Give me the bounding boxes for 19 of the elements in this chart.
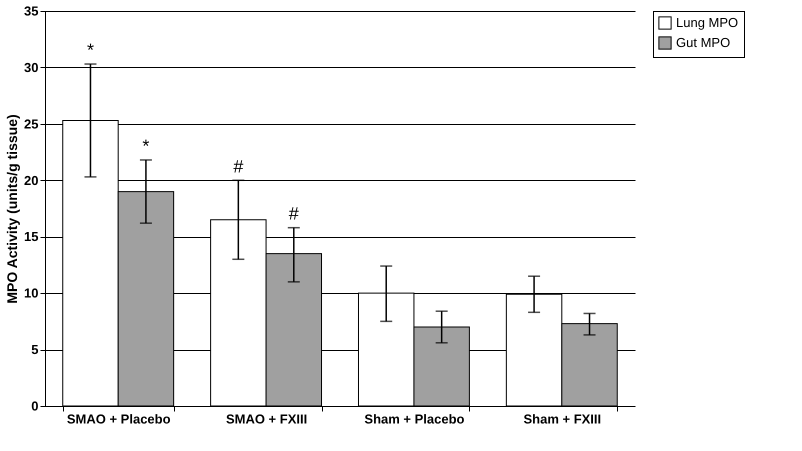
y-tick-label: 20 <box>24 172 38 188</box>
legend-label: Gut MPO <box>676 35 730 50</box>
legend-label: Lung MPO <box>676 15 738 30</box>
y-tick-label: 10 <box>24 286 38 301</box>
y-tick-label: 30 <box>24 60 38 75</box>
annotation: # <box>233 156 244 176</box>
y-tick-label: 35 <box>24 4 38 18</box>
x-tick-label: Sham + Placebo <box>364 412 465 426</box>
y-axis-title: MPO Activity (units/g tissue) <box>4 114 20 304</box>
x-tick-label: Sham + FXIII <box>523 412 602 426</box>
y-tick-label: 5 <box>31 342 38 358</box>
y-tick-label: 15 <box>24 229 38 244</box>
annotation: * <box>142 136 150 156</box>
x-tick-label: SMAO + Placebo <box>66 412 171 426</box>
annotation: * <box>86 40 94 60</box>
x-tick-label: SMAO + FXIII <box>226 412 308 426</box>
annotation: # <box>288 204 299 224</box>
y-tick-label: 25 <box>24 116 38 132</box>
y-tick-label: 0 <box>31 398 38 414</box>
